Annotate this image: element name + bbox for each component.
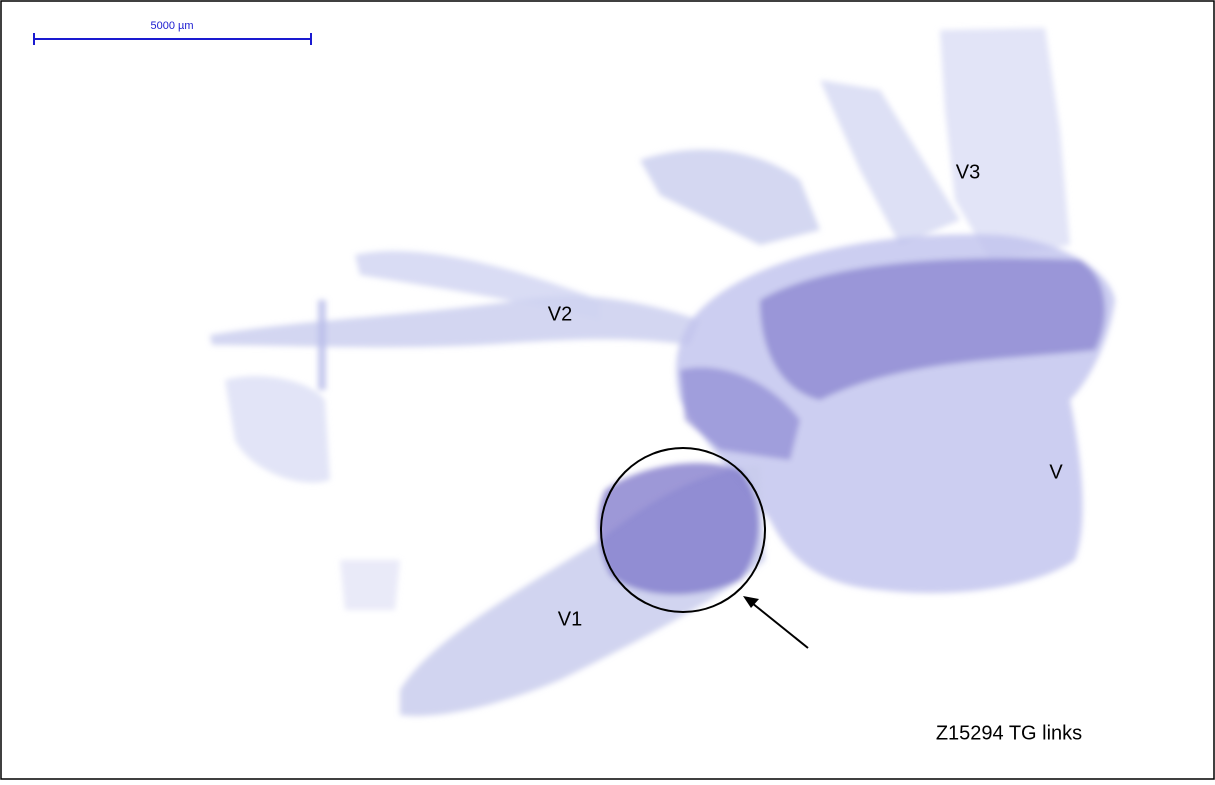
region-label: V1 <box>558 608 582 630</box>
region-label: V2 <box>548 303 572 325</box>
micrograph: 5000 µm V3 V2 V V1 Z15294 TG links <box>0 0 1215 780</box>
region-label: V3 <box>956 161 980 183</box>
scale-bar-label: 5000 µm <box>150 20 193 32</box>
page: 5000 µm V3 V2 V V1 Z15294 TG links (() =… <box>0 0 1215 780</box>
region-label: V <box>1049 461 1063 483</box>
caption: Z15294 TG links <box>936 722 1082 744</box>
